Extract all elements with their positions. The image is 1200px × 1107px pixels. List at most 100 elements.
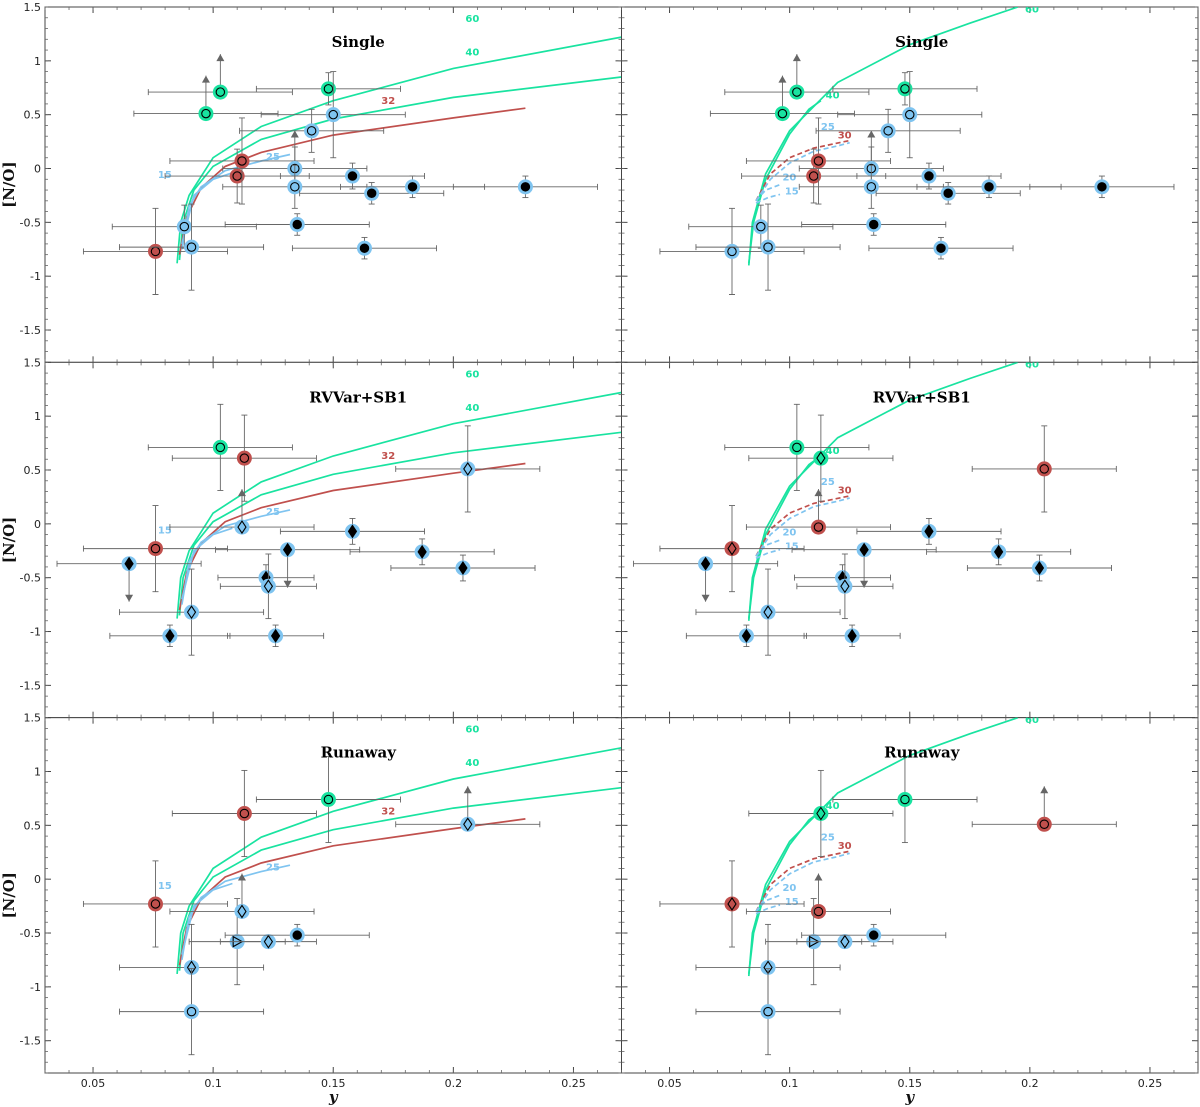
y-tick-label: 1.5: [24, 1, 42, 14]
marker-circle: [215, 442, 226, 453]
track-line-40: [747, 810, 822, 974]
data-point: [395, 786, 541, 832]
track-label-40: 40: [826, 91, 840, 102]
data-point: [239, 108, 385, 153]
marker-halo: [724, 541, 740, 557]
track-line-25: [755, 497, 850, 557]
data-point: [291, 236, 437, 260]
y-tick-label: 0.5: [24, 819, 42, 832]
track-label-60: 60: [465, 14, 479, 25]
marker-halo: [724, 896, 740, 912]
track-label-15: 15: [158, 881, 172, 892]
data-point: [659, 860, 805, 948]
track-label-30: 30: [838, 486, 852, 497]
y-tick-label: -1: [30, 270, 41, 283]
data-point: [659, 207, 805, 295]
marker-diamond: [417, 544, 427, 559]
data-point: [215, 542, 361, 588]
data-point: [169, 489, 315, 535]
panel-title: Single: [895, 33, 948, 51]
marker-circle: [813, 156, 824, 166]
data-point: [279, 518, 425, 545]
marker-halo: [320, 792, 336, 808]
marker-halo: [760, 959, 776, 975]
data-point: [724, 54, 870, 100]
data-point: [147, 403, 293, 491]
marker-circle: [239, 808, 250, 819]
marker-halo: [460, 461, 476, 477]
marker-diamond: [993, 544, 1004, 559]
track-line-60: [176, 746, 622, 974]
track-label-20: 20: [782, 172, 796, 183]
panel-runaway-left: 0.05 0.1 0.15 0.2 0.25 1.5 1 0.5 0 -0.5 -1 -1.5 60 40…: [0, 712, 622, 1106]
arrow-head: [1040, 786, 1049, 794]
marker-diamond: [924, 524, 934, 539]
plot-area: 60 40 32 25 15: [56, 369, 622, 656]
marker-diamond: [186, 605, 197, 620]
data-point: [224, 213, 370, 236]
y-tick-label: -1.5: [20, 324, 41, 337]
marker-circle: [900, 794, 910, 805]
x-tick-label: 0.05: [657, 1077, 682, 1090]
marker-halo: [760, 1004, 776, 1020]
track-line-25: [755, 141, 850, 202]
panel-frame: [44, 717, 622, 1074]
track-label-15: 15: [785, 186, 799, 197]
marker-circle: [150, 899, 161, 909]
y-tick-label: 1: [34, 410, 41, 423]
marker-diamond: [847, 628, 857, 643]
track-label-15: 15: [158, 526, 172, 537]
marker-circle: [866, 182, 877, 192]
arrow-head: [860, 580, 869, 588]
marker-circle: [868, 219, 879, 230]
marker-halo: [234, 903, 250, 919]
track-label-40: 40: [465, 758, 479, 769]
marker-circle: [292, 219, 302, 230]
marker-diamond: [347, 524, 358, 539]
track-label-25: 25: [266, 152, 280, 163]
track-line-20: [755, 894, 781, 913]
data-point: [748, 769, 894, 858]
y-axis-label: [N/O]: [0, 161, 18, 207]
marker-circle: [924, 171, 934, 181]
marker-halo: [789, 439, 805, 455]
data-point: [709, 75, 855, 122]
panel-title: RVVar+SB1: [309, 388, 407, 406]
track-line-60: [176, 391, 622, 619]
marker-circle: [292, 930, 302, 940]
track-line-20: [755, 539, 781, 557]
marker-circle: [904, 109, 915, 120]
marker-diamond: [270, 628, 281, 643]
marker-circle: [186, 242, 197, 252]
x-axis-label: y: [904, 1088, 915, 1106]
data-point: [659, 505, 805, 593]
y-tick-label: -0.5: [20, 216, 41, 229]
y-axis-label: [N/O]: [0, 517, 18, 563]
marker-circle: [186, 1006, 197, 1017]
x-axis-label: y: [328, 1088, 339, 1106]
marker-diamond: [458, 561, 468, 575]
data-point: [875, 182, 1021, 205]
data-point: [224, 923, 370, 947]
track-label-40: 40: [826, 446, 840, 457]
marker-halo: [813, 450, 829, 466]
marker-halo: [837, 578, 853, 594]
data-point: [868, 236, 1014, 260]
data-point: [966, 554, 1112, 582]
marker-circle: [900, 84, 910, 94]
track-label-15: 15: [785, 897, 799, 908]
data-point: [801, 213, 947, 236]
marker-circle: [232, 171, 242, 181]
panel-frame: [621, 361, 1199, 719]
track-label-20: 20: [782, 528, 796, 539]
track-label-25: 25: [821, 477, 835, 488]
marker-circle: [215, 87, 226, 97]
marker-circle: [359, 243, 370, 253]
marker-circle: [201, 108, 211, 119]
data-point: [255, 755, 401, 844]
marker-circle: [777, 108, 788, 119]
y-tick-label: 1: [34, 55, 41, 68]
marker-halo: [810, 519, 826, 535]
marker-circle: [813, 522, 824, 532]
